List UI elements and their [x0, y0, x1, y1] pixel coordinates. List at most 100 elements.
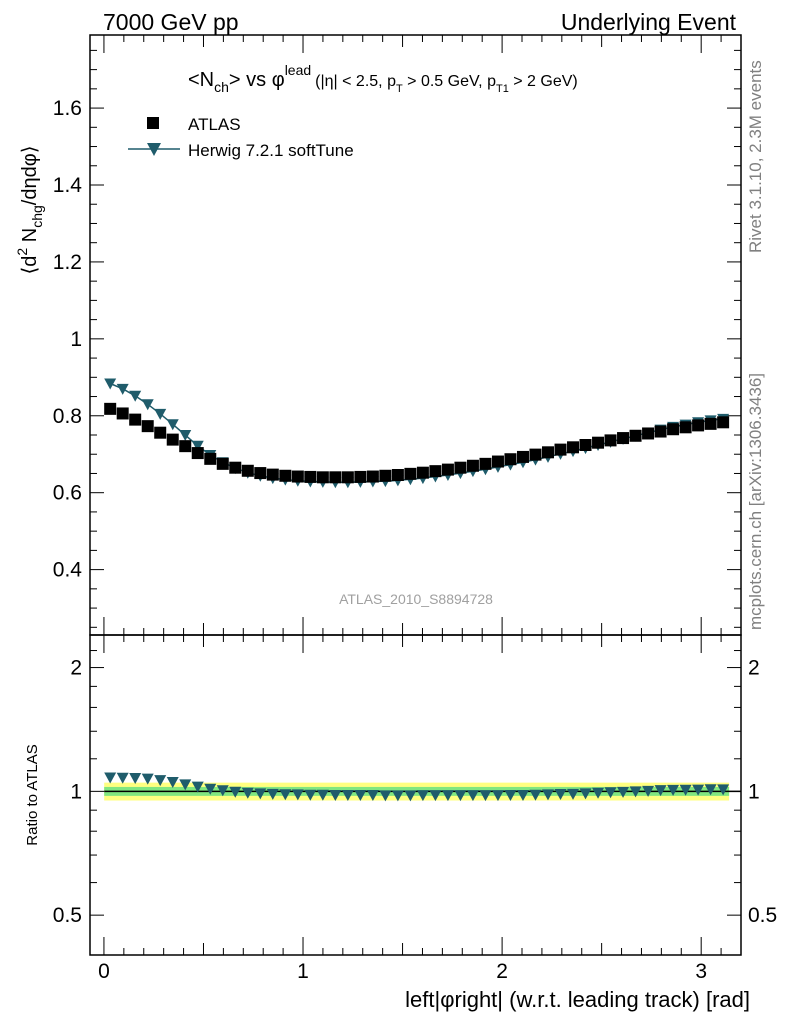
herwig-ratio-point: [116, 772, 129, 784]
herwig-ratio-point: [191, 781, 204, 793]
herwig-data-point: [116, 383, 129, 395]
herwig-ratio-point: [704, 784, 717, 796]
atlas-data-point: [516, 450, 529, 463]
atlas-data-point: [567, 441, 580, 454]
main-y-tick-labels: 0.4 0.6 0.8 1 1.2 1.4 1.6: [53, 97, 83, 582]
herwig-ratio-point: [617, 786, 630, 798]
plot-title-nch: <N: [188, 69, 214, 91]
atlas-data-point: [279, 469, 292, 482]
herwig-series-ratio: [104, 772, 730, 802]
ratio-plot-frame: [89, 634, 742, 956]
herwig-ratio-point: [529, 789, 542, 801]
herwig-ratio-point: [416, 790, 429, 802]
atlas-data-point: [704, 417, 717, 430]
atlas-data-point: [491, 455, 504, 468]
atlas-data-point: [642, 427, 655, 440]
herwig-ratio-point: [279, 789, 292, 801]
atlas-data-point: [354, 470, 367, 483]
atlas-data-point: [391, 469, 404, 481]
ratio-y-tick-labels-left: 0.5 1 2: [53, 657, 82, 928]
plot-title-cuts-sub1: T: [396, 83, 403, 95]
atlas-data-point: [166, 433, 179, 446]
atlas-data-point: [291, 470, 304, 483]
mcplots-reference-label: mcplots.cern.ch [arXiv:1306.3436]: [746, 373, 765, 630]
atlas-data-point: [329, 471, 342, 484]
ratio-axis-ticks: [90, 634, 742, 956]
atlas-data-point: [617, 432, 630, 445]
main-y-tick-label: 1.6: [53, 97, 82, 120]
herwig-data-point: [191, 440, 204, 452]
atlas-data-point: [441, 463, 454, 476]
y-axis-label-part-a: ⟨d: [19, 256, 41, 275]
herwig-ratio-point: [504, 789, 517, 801]
herwig-data-point: [166, 419, 179, 431]
atlas-data-point: [466, 459, 479, 472]
plot-title-vs: > vs: [229, 69, 272, 91]
atlas-data-point: [504, 453, 517, 466]
herwig-ratio-point: [204, 783, 217, 795]
herwig-ratio-point: [229, 786, 242, 798]
ratio-y-tick-label-right: 1: [748, 780, 760, 803]
herwig-ratio-point: [354, 789, 367, 801]
y-axis-label-part-d: chg: [29, 205, 45, 228]
herwig-ratio-point: [479, 790, 492, 802]
plot-title-nch-sub: ch: [214, 79, 229, 95]
herwig-ratio-point: [391, 790, 404, 802]
atlas-data-point: [654, 425, 667, 438]
herwig-ratio-point: [642, 785, 655, 797]
herwig-ratio-point: [179, 779, 192, 791]
ratio-y-tick-label-left: 2: [70, 657, 82, 680]
herwig-ratio-point: [516, 789, 529, 801]
herwig-ratio-point: [329, 789, 342, 801]
herwig-ratio-point: [454, 790, 467, 802]
watermark: ATLAS_2010_S8894728: [339, 591, 493, 607]
herwig-ratio-point: [366, 789, 379, 801]
rivet-version-label: Rivet 3.1.10, 2.3M events: [746, 60, 765, 253]
atlas-data-point: [404, 467, 417, 480]
ratio-y-tick-label-left: 0.5: [53, 904, 82, 927]
herwig-ratio-point: [592, 787, 605, 799]
herwig-ratio-point: [304, 789, 317, 801]
legend: ATLAS Herwig 7.2.1 softTune: [128, 115, 354, 160]
herwig-ratio-point: [341, 789, 354, 801]
atlas-data-point: [692, 419, 705, 432]
herwig-ratio-point: [141, 773, 154, 785]
herwig-ratio-point: [429, 790, 442, 802]
atlas-data-point: [141, 420, 154, 433]
herwig-ratio-point: [104, 772, 117, 784]
atlas-data-point: [341, 471, 354, 484]
atlas-data-point: [266, 468, 279, 481]
atlas-data-point: [604, 434, 617, 447]
x-tick-label: 1: [297, 960, 309, 983]
herwig-ratio-point: [316, 789, 329, 801]
main-y-tick-label: 0.8: [53, 405, 82, 428]
ratio-panel: 0.5 1 2 0.5 1 2 0 1 2 3 Ratio to ATLAS left|φri…: [24, 634, 777, 1012]
legend-marker-atlas: [147, 117, 159, 129]
header-left-title: 7000 GeV pp: [103, 9, 239, 35]
atlas-data-point: [679, 421, 692, 434]
atlas-data-point: [454, 461, 467, 474]
atlas-data-point: [204, 452, 217, 465]
atlas-data-point: [154, 426, 167, 439]
y-axis-label-part-e: /dηdφ⟩: [19, 145, 41, 205]
atlas-data-point: [241, 464, 254, 477]
main-plot-frame: [89, 34, 742, 636]
herwig-ratio-point: [254, 788, 267, 800]
atlas-series-main: [104, 402, 730, 484]
header-right-title: Underlying Event: [561, 9, 737, 35]
x-axis-label: left|φright| (w.r.t. leading track) [rad…: [405, 987, 750, 1012]
herwig-ratio-point: [629, 786, 642, 798]
herwig-data-point: [141, 399, 154, 411]
herwig-ratio-point: [679, 784, 692, 796]
plot-title-cuts-sub2: T1: [496, 83, 509, 95]
atlas-data-point: [216, 457, 229, 470]
x-tick-label: 2: [496, 960, 508, 983]
atlas-data-point: [304, 470, 317, 483]
atlas-data-point: [416, 466, 429, 479]
legend-label-atlas: ATLAS: [188, 115, 241, 134]
plot-title-cuts: (|η| < 2.5, p: [315, 73, 396, 90]
x-tick-labels: 0 1 2 3: [98, 960, 707, 983]
atlas-data-point: [366, 470, 379, 483]
main-axis-ticks: [90, 35, 742, 635]
herwig-ratio-point: [654, 785, 667, 797]
